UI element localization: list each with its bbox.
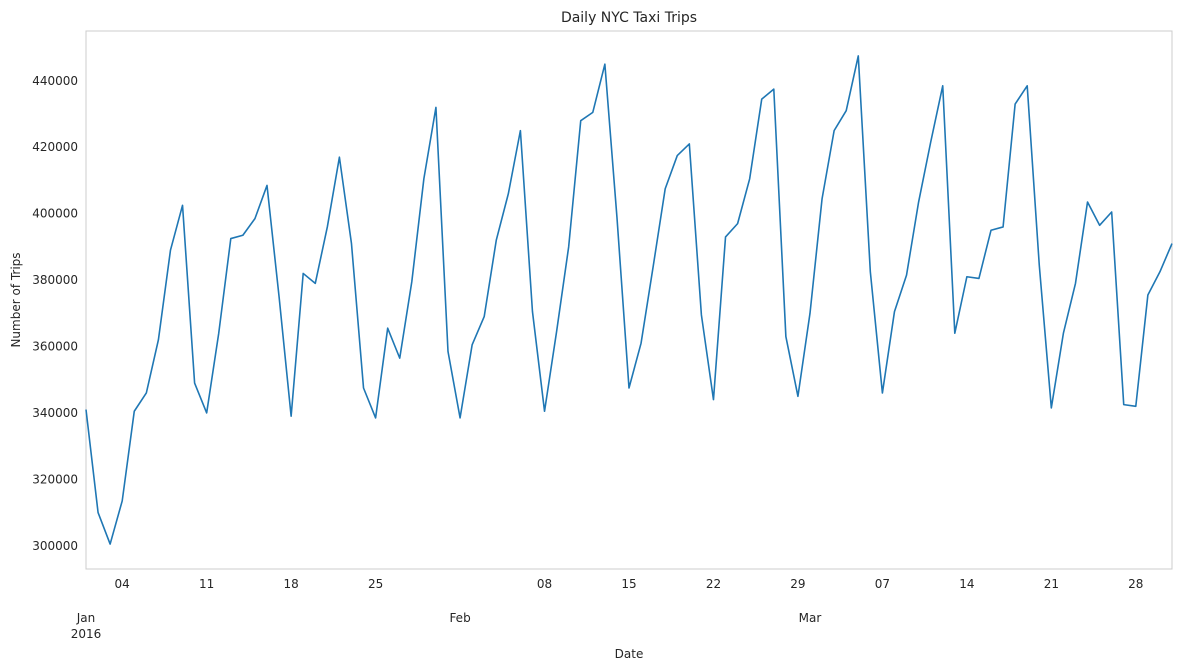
x-tick-label-day: 29 xyxy=(790,577,805,591)
x-tick-label-month: Mar xyxy=(799,611,822,625)
x-tick-label-year: 2016 xyxy=(71,627,102,641)
x-tick-label-day: 11 xyxy=(199,577,214,591)
x-tick-label-day: 08 xyxy=(537,577,552,591)
y-tick-label: 400000 xyxy=(32,207,78,221)
x-tick-label-day: 22 xyxy=(706,577,721,591)
x-tick-label-day: 04 xyxy=(115,577,130,591)
y-tick-label: 380000 xyxy=(32,273,78,287)
y-ticks: 300000 320000 340000 360000 380000 400000 4200… xyxy=(32,74,78,553)
chart-title: Daily NYC Taxi Trips xyxy=(561,10,697,26)
y-tick-label: 440000 xyxy=(32,74,78,88)
x-tick-label-day: 28 xyxy=(1128,577,1143,591)
series-line xyxy=(85,55,1173,545)
x-ticks: Jan 2016 04 11 18 25 Feb 08 15 22 29 Mar 07 14 21 28 xyxy=(71,577,1144,641)
x-tick-label-day: 14 xyxy=(959,577,974,591)
x-tick-label-month: Feb xyxy=(449,611,470,625)
y-tick-label: 420000 xyxy=(32,140,78,154)
plot-area xyxy=(85,30,1173,570)
x-tick-label-day: 15 xyxy=(621,577,636,591)
y-tick-label: 300000 xyxy=(32,539,78,553)
y-tick-label: 320000 xyxy=(32,472,78,486)
y-axis-label: Number of Trips xyxy=(9,252,23,347)
y-tick-label: 360000 xyxy=(32,339,78,353)
x-tick-label-day: 21 xyxy=(1044,577,1059,591)
x-tick-label-day: 25 xyxy=(368,577,383,591)
x-tick-label-month: Jan xyxy=(76,611,96,625)
x-axis-label: Date xyxy=(615,647,644,661)
y-tick-label: 340000 xyxy=(32,406,78,420)
x-tick-label-day: 07 xyxy=(875,577,890,591)
x-tick-label-day: 18 xyxy=(283,577,298,591)
